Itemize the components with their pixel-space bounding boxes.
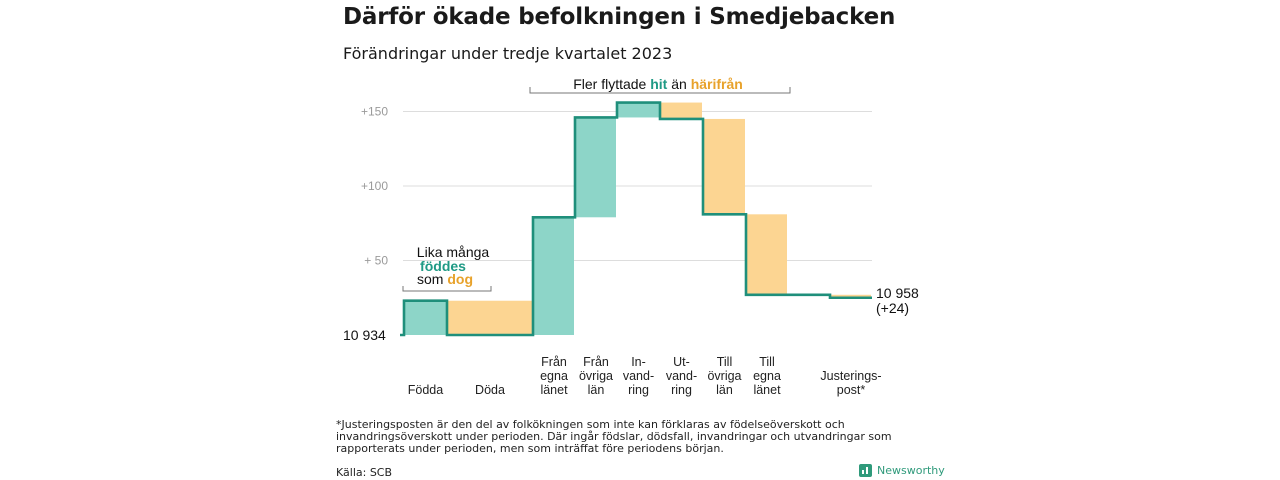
- y-tick-label: +100: [361, 179, 388, 193]
- chart-title: Därför ökade befolkningen i Smedjebacken: [343, 4, 896, 30]
- category-label: Ut-vand-ring: [666, 355, 697, 397]
- waterfall-bar: [534, 217, 574, 335]
- brand-name: Newsworthy: [877, 464, 945, 477]
- category-label: Till egna länet: [753, 355, 781, 397]
- waterfall-bar: [576, 117, 616, 218]
- births-annotation-line3: som dog: [417, 271, 473, 287]
- footnote: *Justeringsposten är den del av folkökni…: [336, 418, 892, 455]
- category-label: Från övriga län: [579, 355, 613, 397]
- migration-bracket: [529, 87, 791, 94]
- migration-annotation: Fler flyttade hit än härifrån: [573, 76, 743, 92]
- category-label: Från egna länet: [540, 355, 568, 397]
- births-annotation-fodda: föddes: [420, 258, 466, 274]
- end-value-label: 10 958: [876, 285, 919, 301]
- running-total-line: [400, 101, 872, 337]
- y-tick-label: + 50: [364, 254, 388, 268]
- waterfall-bar: [704, 118, 745, 215]
- waterfall-chart: + 50 +100 +150 10 934 10 958(+24) Födda Döda Fr…: [343, 76, 919, 397]
- category-label: Justerings-post*: [820, 369, 881, 397]
- waterfall-bar: [747, 214, 787, 295]
- waterfall-bar: [448, 300, 532, 335]
- source-label: Källa: SCB: [336, 466, 393, 479]
- y-tick-label: +150: [361, 105, 388, 119]
- brand-logo[interactable]: Newsworthy: [859, 464, 945, 477]
- category-label: Till övriga län: [707, 355, 741, 397]
- baseline-value-label: 10 934: [343, 327, 386, 343]
- waterfall-bar: [831, 294, 871, 298]
- category-label: In-vand-ring: [623, 355, 654, 397]
- category-label: Födda: [408, 383, 443, 397]
- waterfall-bar: [618, 102, 659, 118]
- births-bracket: [402, 286, 492, 292]
- waterfall-bar: [405, 300, 446, 335]
- chart-subtitle: Förändringar under tredje kvartalet 2023: [343, 44, 673, 63]
- category-label: Döda: [475, 383, 505, 397]
- waterfall-bar: [661, 102, 702, 119]
- births-annotation-line1: Lika många: [417, 244, 490, 260]
- newsworthy-icon: [859, 464, 872, 477]
- end-change-label: (+24): [876, 300, 909, 316]
